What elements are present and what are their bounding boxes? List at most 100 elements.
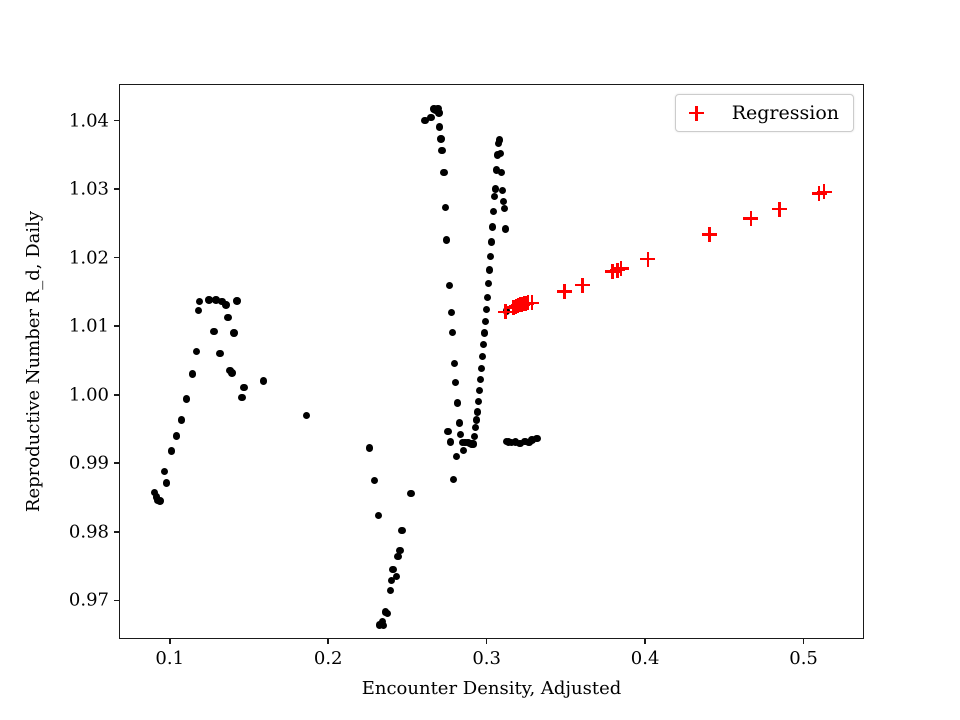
data-point (474, 397, 483, 406)
data-point (491, 185, 500, 193)
data-point (447, 308, 456, 317)
x-tick-label: 0.1 (155, 648, 185, 669)
data-point (177, 416, 186, 424)
data-point (495, 136, 504, 144)
data-point (435, 109, 443, 117)
data-point (210, 328, 218, 336)
data-point (487, 238, 496, 246)
y-tick-label: 1.03 (68, 178, 109, 200)
data-point (194, 306, 202, 315)
data-point (378, 617, 387, 626)
data-point (498, 186, 507, 195)
data-point (421, 116, 429, 125)
data-point (480, 329, 489, 337)
data-point (485, 266, 494, 274)
y-tick-mark (114, 256, 120, 259)
data-point (205, 296, 213, 304)
data-point (533, 434, 541, 443)
data-point (483, 293, 492, 302)
x-tick-label: 0.3 (472, 648, 501, 669)
data-point (496, 149, 504, 158)
data-point (212, 296, 220, 304)
x-tick-mark (802, 638, 805, 644)
y-tick-mark (114, 325, 120, 327)
data-point (398, 526, 406, 535)
data-point (452, 452, 461, 461)
x-tick-label: 0.2 (313, 648, 343, 669)
data-point (488, 223, 497, 231)
data-point (451, 378, 460, 387)
y-axis-label-text: Reproductive Number R_d, Daily (23, 210, 45, 513)
data-point (222, 301, 230, 309)
data-point (192, 347, 201, 356)
data-point (473, 408, 482, 416)
y-tick-label: 0.97 (68, 589, 109, 611)
data-point (172, 432, 181, 440)
y-tick-mark (114, 119, 120, 122)
data-point (394, 552, 402, 561)
data-point (188, 370, 197, 378)
y-tick-label: 0.99 (68, 452, 109, 474)
data-point (460, 446, 468, 454)
data-point (471, 423, 480, 432)
y-tick-mark (114, 188, 120, 190)
data-point (456, 419, 464, 427)
data-point (486, 252, 495, 261)
data-point (374, 511, 383, 520)
data-point (365, 444, 374, 452)
y-tick-label: 1.04 (68, 110, 109, 132)
data-point (489, 208, 498, 216)
data-point (167, 447, 176, 455)
data-point (379, 621, 388, 630)
plot-area: 0.1 0.2 0.3 0.4 0.5 0.97 0.98 0.99 1.00 1.01 1.02 1… (69, 84, 864, 669)
data-point (427, 113, 435, 121)
data-point (230, 329, 238, 337)
data-point (501, 225, 510, 233)
y-tick-label: 1.02 (68, 247, 109, 269)
data-point (218, 297, 226, 306)
legend-marker-plus-icon (688, 104, 706, 122)
legend[interactable]: Regression (674, 94, 854, 132)
data-point (450, 359, 459, 367)
data-point (407, 489, 415, 498)
data-point (375, 621, 384, 629)
y-tick-label: 0.98 (68, 521, 109, 543)
data-point (453, 399, 462, 407)
data-point (238, 393, 246, 402)
data-point (477, 365, 486, 373)
data-point (475, 386, 484, 395)
data-point (442, 203, 450, 212)
data-point (383, 609, 392, 618)
data-point (499, 197, 507, 206)
x-tick-label: 0.5 (789, 648, 818, 669)
x-tick-mark (485, 638, 488, 644)
data-point (160, 467, 169, 476)
data-point (521, 437, 529, 446)
data-point-layer (120, 85, 863, 638)
data-point (396, 546, 404, 554)
data-point (233, 297, 241, 305)
data-point (434, 104, 442, 112)
data-point (456, 430, 465, 439)
x-axis-label: Encounter Density, Adjusted (119, 678, 864, 699)
data-point (446, 282, 454, 290)
data-point (484, 280, 493, 288)
data-point (387, 576, 395, 585)
data-point (511, 438, 519, 446)
data-point (469, 440, 478, 448)
x-tick-mark (644, 638, 646, 644)
data-point (370, 476, 379, 485)
y-tick-mark (114, 393, 120, 396)
data-point (151, 489, 159, 497)
data-point (482, 306, 491, 314)
data-point (240, 383, 248, 391)
y-tick-mark (114, 530, 120, 533)
x-tick-label: 0.4 (630, 648, 660, 669)
data-point (228, 369, 236, 377)
data-point (437, 135, 445, 143)
data-point (443, 236, 451, 244)
data-point (490, 193, 499, 201)
data-point (450, 476, 458, 484)
data-point (481, 317, 490, 326)
